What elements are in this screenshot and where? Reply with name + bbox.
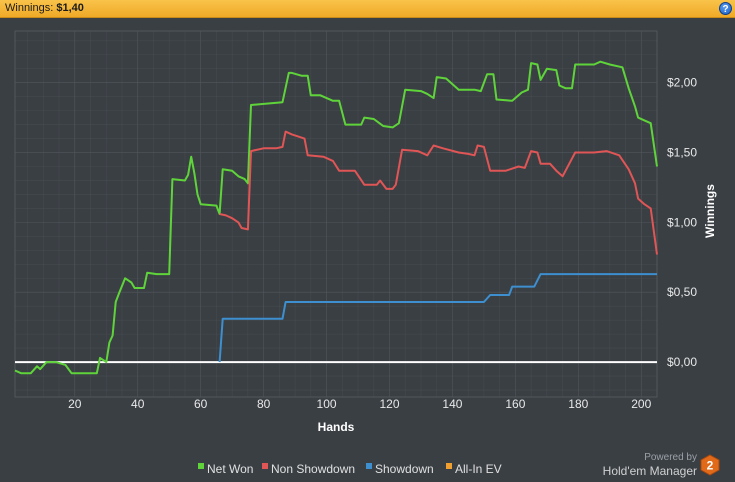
powered-by-label: Powered by xyxy=(644,452,697,463)
series-line-non-showdown xyxy=(219,130,658,255)
x-axis-title: Hands xyxy=(318,420,355,434)
legend-label-net-won[interactable]: Net Won xyxy=(207,462,253,476)
hm2-logo: 2 xyxy=(700,454,720,476)
x-tick-label: 180 xyxy=(568,397,588,411)
y-axis-title: Winnings xyxy=(703,184,717,238)
series-line-net-won xyxy=(14,60,658,375)
y-tick-label: $2,00 xyxy=(667,76,697,90)
legend-swatch-showdown[interactable] xyxy=(366,463,372,469)
winnings-summary: Winnings: $1,40 xyxy=(5,2,84,14)
chart-series xyxy=(14,60,658,375)
brand-name: Hold'em Manager xyxy=(602,464,697,478)
x-tick-label: 60 xyxy=(194,397,208,411)
chart-legend: Net Won Non Showdown Showdown All-In EV xyxy=(198,462,502,476)
legend-swatch-non-showdown[interactable] xyxy=(262,463,268,469)
chart-grid xyxy=(14,30,658,398)
logo-number: 2 xyxy=(707,459,714,473)
plot-area xyxy=(14,30,658,398)
chart-ticks: 20 40 60 80 100 120 140 160 180 200 $0,00 $0,50 $1,0… xyxy=(68,76,697,411)
legend-label-non-showdown[interactable]: Non Showdown xyxy=(271,462,355,476)
y-tick-label: $1,00 xyxy=(667,215,697,229)
series-line-showdown xyxy=(218,273,657,363)
legend-swatch-net-won[interactable] xyxy=(198,463,204,469)
y-tick-label: $0,00 xyxy=(667,355,697,369)
x-tick-label: 200 xyxy=(631,397,651,411)
legend-swatch-all-in-ev[interactable] xyxy=(446,463,452,469)
x-tick-label: 80 xyxy=(257,397,271,411)
x-tick-label: 100 xyxy=(317,397,337,411)
x-tick-label: 40 xyxy=(131,397,145,411)
x-tick-label: 140 xyxy=(442,397,462,411)
winnings-value: $1,40 xyxy=(56,2,84,14)
x-tick-label: 20 xyxy=(68,397,82,411)
x-tick-label: 160 xyxy=(505,397,525,411)
legend-label-all-in-ev[interactable]: All-In EV xyxy=(455,462,502,476)
winnings-label: Winnings: xyxy=(5,2,54,14)
title-bar: Winnings: $1,40 ? xyxy=(0,0,735,18)
y-tick-label: $1,50 xyxy=(667,146,697,160)
y-tick-label: $0,50 xyxy=(667,285,697,299)
x-tick-label: 120 xyxy=(379,397,399,411)
legend-label-showdown[interactable]: Showdown xyxy=(375,462,434,476)
help-icon[interactable]: ? xyxy=(719,2,732,15)
